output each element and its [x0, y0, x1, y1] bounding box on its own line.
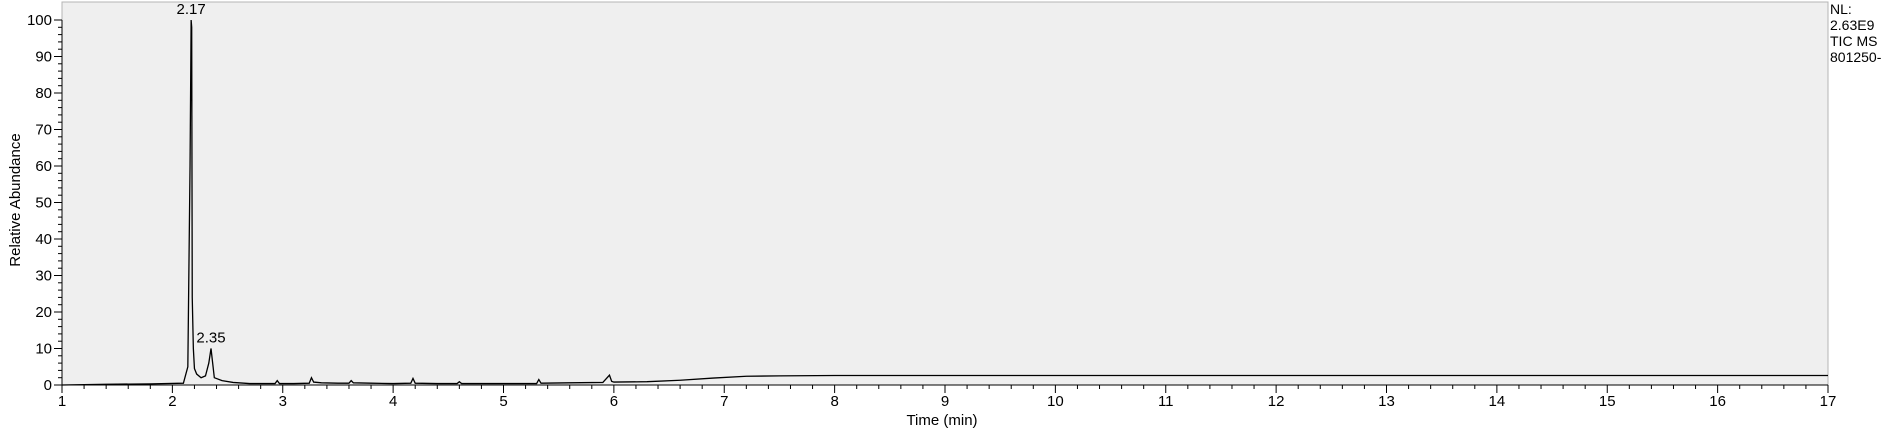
x-tick-label: 3	[279, 393, 287, 410]
plot-area	[61, 1, 1829, 386]
info-line: 2.63E9	[1830, 17, 1875, 33]
x-tick-label: 16	[1709, 393, 1726, 410]
y-tick-label: 40	[35, 231, 52, 248]
x-tick-label: 8	[830, 393, 838, 410]
y-tick-label: 0	[44, 377, 52, 394]
x-tick-label: 12	[1268, 393, 1285, 410]
x-tick-label: 7	[720, 393, 728, 410]
y-tick-label: 10	[35, 341, 52, 358]
y-tick-label: 50	[35, 195, 52, 212]
x-tick-label: 2	[168, 393, 176, 410]
x-axis: 1 2 3 4 5 6 7 8 9 10 11 12 13 14 15 16 17	[58, 384, 1837, 410]
info-line: 801250-	[1830, 49, 1881, 65]
y-tick-label: 100	[27, 12, 52, 29]
x-tick-label: 4	[389, 393, 397, 410]
x-tick-label: 13	[1378, 393, 1395, 410]
y-tick-label: 70	[35, 122, 52, 139]
x-tick-label: 6	[610, 393, 618, 410]
info-line: NL:	[1830, 1, 1852, 17]
y-tick-label: 90	[35, 49, 52, 66]
x-tick-label: 1	[58, 393, 66, 410]
peak-label: 2.17	[177, 1, 206, 18]
peak-label: 2.35	[196, 330, 225, 347]
x-tick-label: 14	[1489, 393, 1506, 410]
y-axis: 0 10 20 30 40 50 60 70 80 90 100	[27, 12, 63, 394]
info-line: TIC MS	[1830, 33, 1877, 49]
x-tick-label: 17	[1820, 393, 1837, 410]
y-tick-label: 60	[35, 158, 52, 175]
x-tick-label: 5	[499, 393, 507, 410]
x-tick-label: 10	[1047, 393, 1064, 410]
peak-annotations: 2.17 2.35	[177, 1, 226, 347]
y-tick-label: 80	[35, 85, 52, 102]
chromatogram-trace	[61, 19, 1828, 386]
y-axis-title: Relative Abundance	[7, 133, 24, 266]
x-tick-label: 9	[941, 393, 949, 410]
x-axis-title: Time (min)	[906, 412, 977, 429]
y-tick-label: 20	[35, 304, 52, 321]
x-tick-label: 15	[1599, 393, 1616, 410]
y-tick-label: 30	[35, 268, 52, 285]
x-tick-label: 11	[1158, 393, 1174, 410]
